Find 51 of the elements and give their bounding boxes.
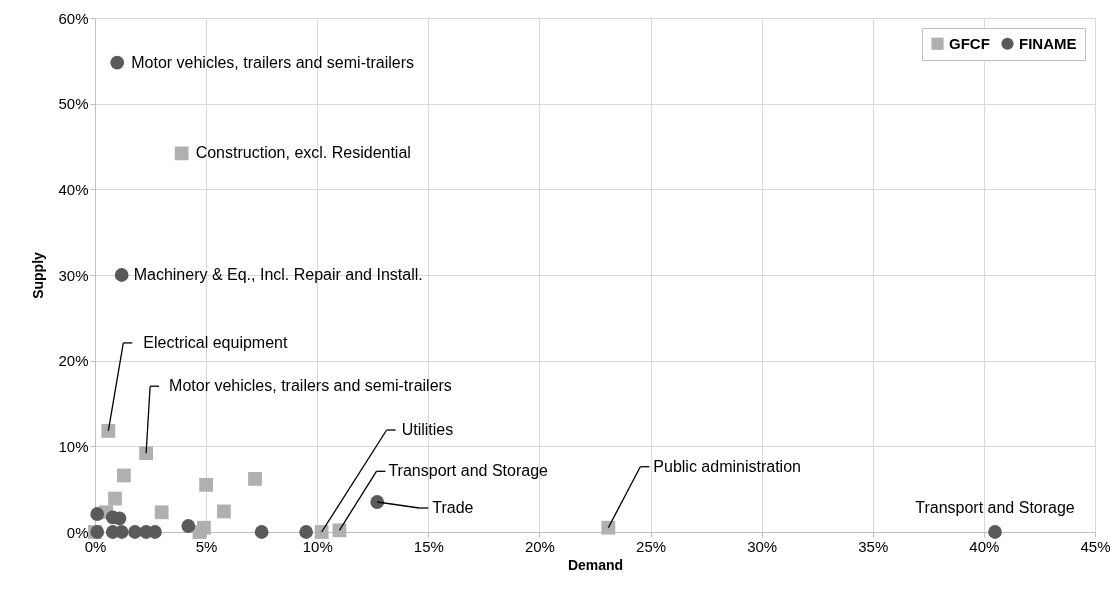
point	[181, 519, 196, 533]
annotation: Transport and Storage	[388, 462, 549, 480]
x-tick-label: 10%	[302, 537, 333, 555]
point	[114, 268, 129, 282]
legend-label: FINAME	[1019, 34, 1077, 52]
y-tick-label: 10%	[58, 437, 89, 455]
point	[332, 523, 347, 538]
x-tick-label: 5%	[195, 537, 218, 555]
annotation: Electrical equipment	[143, 333, 288, 351]
point	[108, 491, 122, 506]
y-axis-title: Supply	[30, 251, 47, 299]
y-tick-label: 60%	[58, 9, 89, 27]
annotation: Trade	[432, 499, 474, 517]
point	[299, 525, 313, 539]
annotation: Motor vehicles, trailers and semi-trailers	[131, 53, 414, 71]
legend-label: GFCF	[949, 34, 990, 52]
x-tick-label: 25%	[636, 537, 667, 555]
y-tick-label: 50%	[58, 95, 89, 113]
point	[197, 520, 211, 535]
point	[117, 468, 131, 483]
y-tick-label: 30%	[58, 266, 89, 284]
point	[314, 525, 329, 539]
x-tick-label: 15%	[413, 537, 444, 555]
point	[217, 504, 231, 519]
annotation: Construction, excl. Residential	[195, 144, 411, 162]
point	[988, 525, 1002, 539]
x-axis-title: Demand	[567, 556, 624, 573]
x-tick-label: 35%	[858, 537, 889, 555]
point	[601, 520, 616, 535]
point	[254, 525, 269, 539]
x-tick-label: 20%	[524, 537, 555, 555]
point	[139, 446, 153, 461]
annotation: Machinery & Eq., Incl. Repair and Install.	[133, 266, 423, 283]
point	[174, 146, 189, 161]
point	[199, 477, 213, 492]
point	[154, 505, 169, 520]
point	[148, 525, 162, 539]
x-tick-label: 30%	[747, 537, 778, 555]
annotation: Public administration	[653, 457, 801, 475]
point	[370, 495, 385, 509]
y-tick-label: 20%	[58, 352, 89, 370]
annotation: Utilities	[401, 421, 454, 438]
annotation: Motor vehicles, trailers and semi-trailers	[169, 377, 452, 395]
y-tick-label: 40%	[58, 180, 89, 198]
x-tick-label: 45%	[1080, 537, 1111, 555]
point	[110, 55, 125, 70]
point	[90, 507, 105, 521]
annotation: Transport and Storage	[915, 499, 1075, 516]
x-tick-label: 40%	[969, 537, 1000, 555]
point	[101, 424, 116, 438]
point	[248, 471, 262, 486]
